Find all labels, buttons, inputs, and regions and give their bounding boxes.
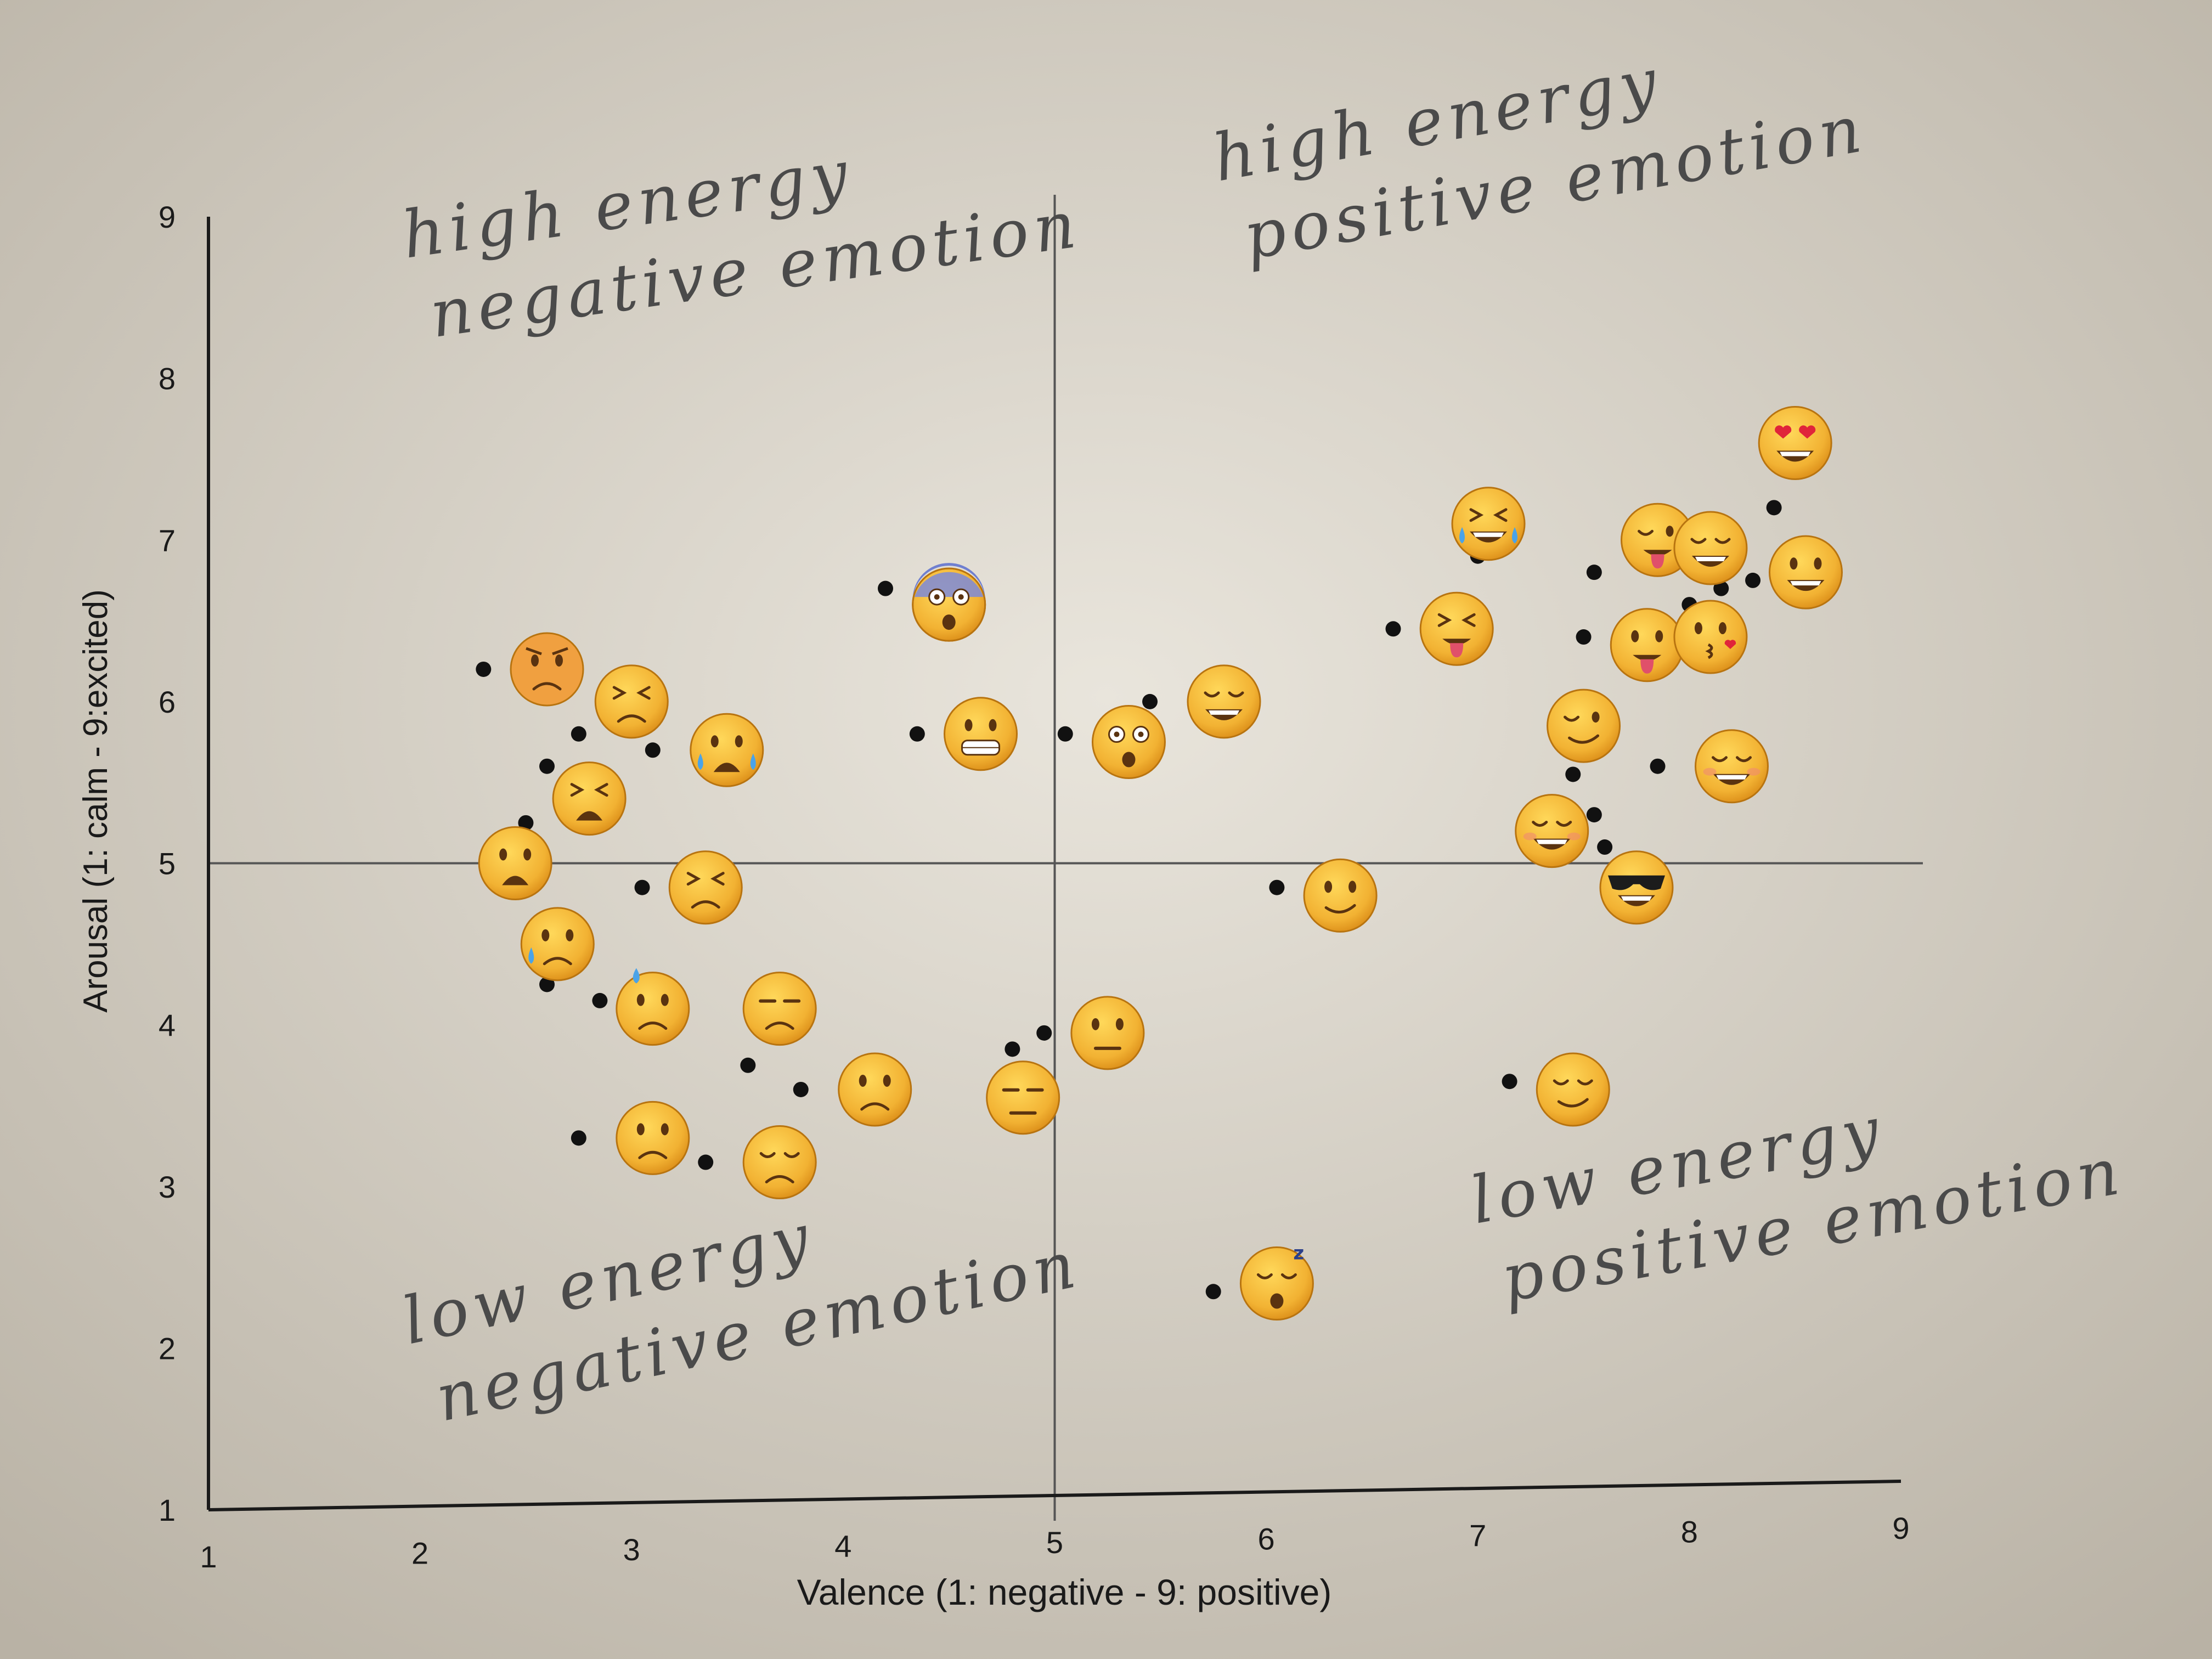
data-point bbox=[740, 1057, 756, 1073]
y-tick-label: 2 bbox=[159, 1331, 176, 1365]
data-point bbox=[476, 661, 492, 677]
data-point bbox=[1586, 565, 1602, 580]
smirking-face-icon bbox=[1303, 858, 1378, 933]
pensive-face-icon bbox=[742, 1125, 817, 1200]
axes bbox=[207, 217, 1901, 1511]
beaming-face-icon bbox=[1187, 664, 1261, 739]
angry-face-icon bbox=[510, 632, 584, 707]
screaming-face-icon bbox=[912, 563, 986, 642]
sunglasses-face-icon bbox=[1599, 850, 1674, 925]
tick-labels: 1 2 3 4 5 6 7 8 9 1 2 3 4 5 6 7 8 9 bbox=[159, 200, 1910, 1574]
data-point bbox=[539, 758, 555, 774]
smiling-face-icon bbox=[1695, 729, 1769, 804]
heart-eyes-face-icon bbox=[1758, 405, 1832, 480]
x-axis-label: Valence (1: negative - 9: positive) bbox=[797, 1572, 1332, 1612]
data-point bbox=[1650, 758, 1666, 774]
y-tick-label: 4 bbox=[159, 1008, 176, 1042]
y-tick-label: 3 bbox=[159, 1170, 176, 1204]
data-point bbox=[698, 1154, 714, 1170]
data-point bbox=[571, 1130, 586, 1146]
data-point bbox=[878, 580, 893, 596]
data-point bbox=[571, 726, 586, 742]
data-point bbox=[539, 977, 555, 992]
flushed-face-icon bbox=[1091, 705, 1166, 780]
x-axis-line bbox=[208, 1480, 1901, 1511]
data-point bbox=[645, 742, 661, 758]
joy-face-icon bbox=[1451, 487, 1526, 561]
y-axis-label: Arousal (1: calm - 9:excited) bbox=[77, 589, 115, 1013]
y-tick-label: 5 bbox=[159, 847, 176, 881]
data-point bbox=[1005, 1041, 1020, 1057]
kissing-heart-face-icon bbox=[1673, 600, 1748, 674]
emoji-markers: z bbox=[478, 405, 1843, 1321]
data-point bbox=[592, 992, 608, 1008]
data-point bbox=[1565, 766, 1581, 782]
data-point bbox=[1036, 1025, 1052, 1041]
x-tick-label: 9 bbox=[1892, 1511, 1909, 1545]
data-point bbox=[1713, 580, 1729, 596]
confused-face-icon bbox=[838, 1052, 912, 1127]
y-tick-label: 8 bbox=[159, 362, 176, 396]
data-point bbox=[1269, 879, 1285, 895]
expressionless-face-icon bbox=[986, 1060, 1060, 1135]
blushing-face-icon bbox=[1515, 794, 1589, 868]
winking-face-icon bbox=[1547, 689, 1621, 763]
sleeping-face-icon: z bbox=[1239, 1243, 1314, 1321]
neutral-face-icon bbox=[1070, 996, 1145, 1070]
grinning-smile-face-icon bbox=[1673, 511, 1748, 585]
relieved-face-icon bbox=[1536, 1052, 1610, 1127]
data-point bbox=[1142, 693, 1158, 709]
data-point bbox=[1385, 621, 1401, 637]
data-point bbox=[1205, 1284, 1221, 1300]
data-point bbox=[1502, 1074, 1517, 1090]
data-point bbox=[634, 879, 650, 895]
y-tick-label: 9 bbox=[159, 200, 176, 234]
weary-face-icon bbox=[478, 826, 552, 900]
grimacing-face-icon bbox=[944, 697, 1018, 771]
disappointed-face-icon bbox=[616, 1101, 690, 1175]
data-point bbox=[1766, 500, 1782, 516]
x-tick-label: 8 bbox=[1681, 1515, 1698, 1549]
x-tick-label: 2 bbox=[411, 1536, 428, 1571]
downcast-sweat-face-icon bbox=[616, 968, 690, 1046]
y-tick-label: 1 bbox=[159, 1493, 176, 1527]
data-point bbox=[518, 815, 534, 831]
crying-face-icon bbox=[520, 907, 595, 981]
data-points bbox=[476, 500, 1782, 1300]
unamused-face-icon bbox=[742, 972, 817, 1046]
data-point bbox=[1057, 726, 1073, 742]
data-point bbox=[1597, 839, 1613, 855]
tired-face-icon bbox=[552, 761, 627, 836]
x-tick-label: 1 bbox=[200, 1539, 217, 1574]
x-tick-label: 7 bbox=[1469, 1518, 1486, 1553]
data-point bbox=[1586, 807, 1602, 823]
persevering-face-icon bbox=[668, 850, 743, 925]
loudly-crying-face-icon bbox=[690, 713, 764, 787]
data-point bbox=[909, 726, 925, 742]
y-tick-label: 6 bbox=[159, 685, 176, 719]
y-tick-label: 7 bbox=[159, 523, 176, 557]
tongue-out-face-icon bbox=[1610, 608, 1684, 682]
grinning-face-icon bbox=[1768, 535, 1843, 610]
x-tick-label: 5 bbox=[1046, 1525, 1063, 1560]
data-point bbox=[793, 1081, 809, 1097]
x-tick-label: 6 bbox=[1258, 1522, 1275, 1556]
data-point bbox=[1576, 629, 1592, 645]
x-tick-label: 3 bbox=[623, 1532, 640, 1567]
data-point bbox=[1745, 572, 1761, 588]
svg-text:z: z bbox=[1293, 1243, 1304, 1265]
squinting-tongue-face-icon bbox=[1419, 591, 1494, 666]
x-tick-label: 4 bbox=[834, 1529, 851, 1564]
confounded-face-icon bbox=[594, 664, 669, 739]
